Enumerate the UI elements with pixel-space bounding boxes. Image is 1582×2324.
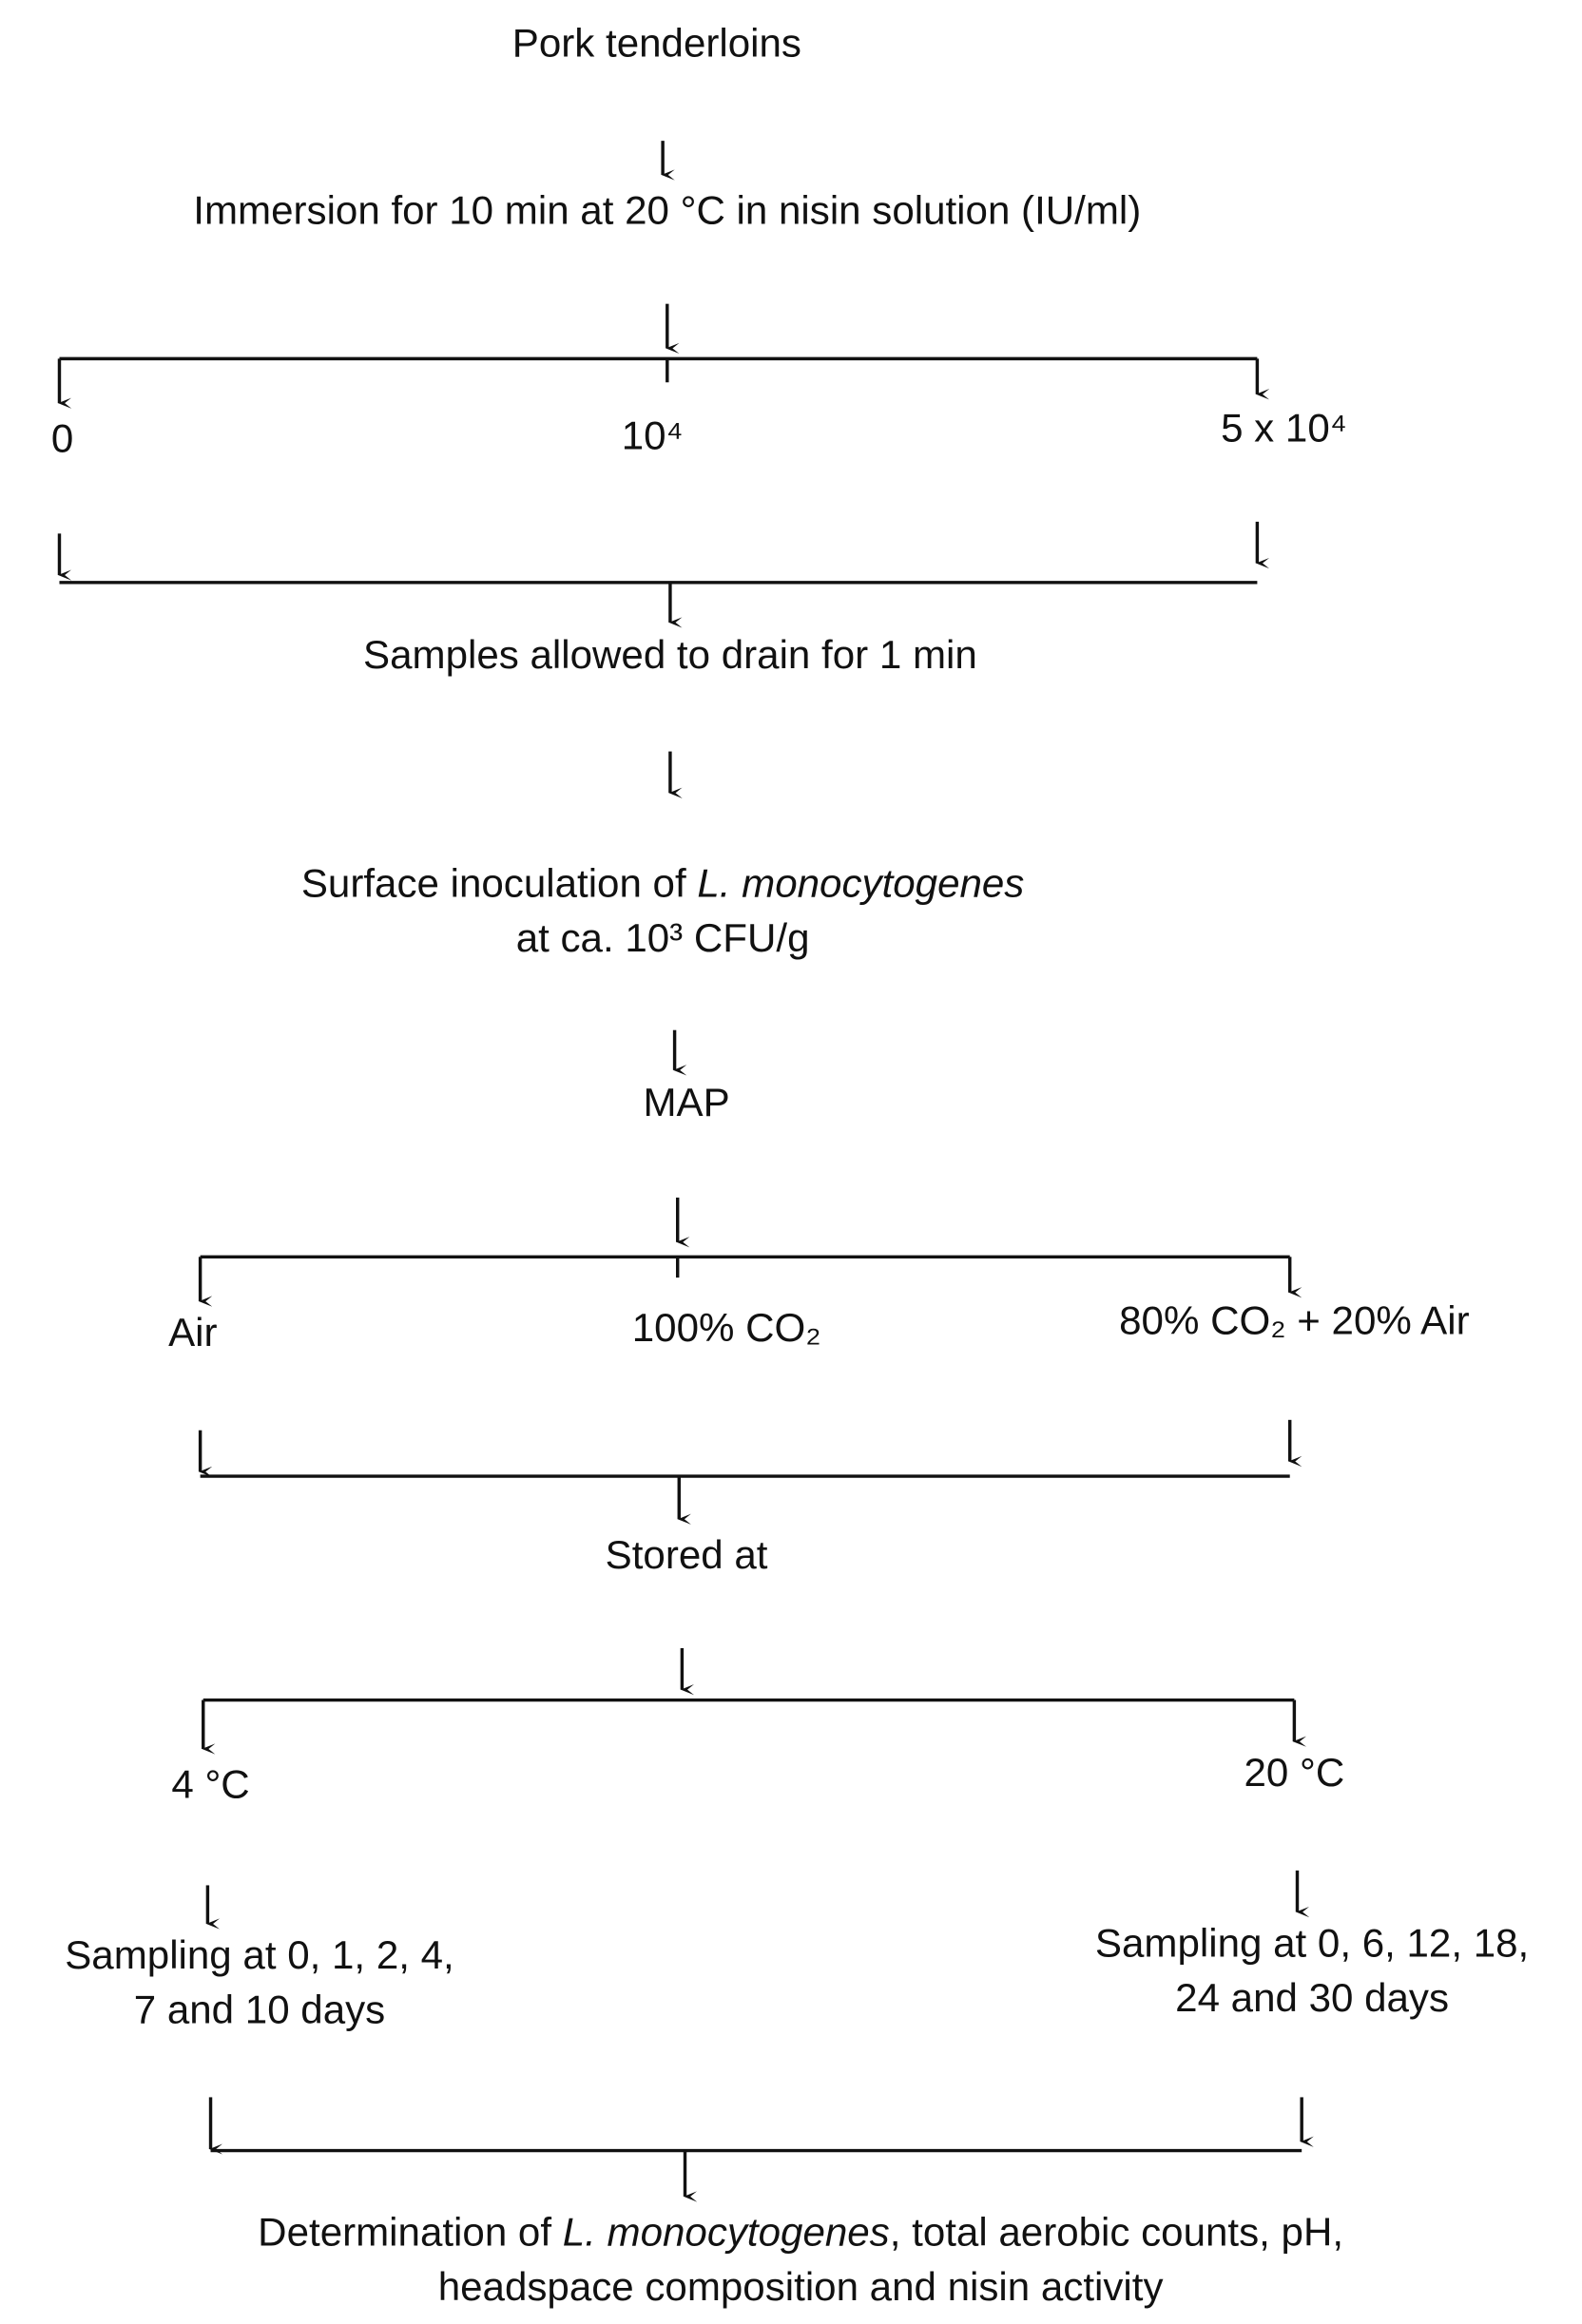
- label-part: Sampling at 0, 6, 12, 18,: [1095, 1920, 1529, 1965]
- node-label: Stored at: [606, 1532, 768, 1577]
- label-part: 24 and 30 days: [1175, 1975, 1449, 2020]
- label-part: 20 °C: [1244, 1750, 1345, 1795]
- label-part: Air: [168, 1310, 217, 1354]
- node-label: 0: [51, 416, 73, 461]
- node-label: 10⁴: [622, 413, 684, 457]
- bracket: [59, 356, 1258, 383]
- node-label: 5 x 10⁴: [1221, 406, 1347, 451]
- label-part: L. monocytogenes: [697, 860, 1024, 905]
- node-label: 20 °C: [1244, 1750, 1345, 1795]
- node-label: 80% CO₂ + 20% Air: [1119, 1297, 1469, 1342]
- label-part: L. monocytogenes: [563, 2209, 890, 2254]
- label-part: MAP: [643, 1080, 729, 1124]
- label-part: , total aerobic counts, pH,: [890, 2209, 1343, 2254]
- connectors: [57, 141, 1314, 2202]
- label-part: 10⁴: [622, 413, 684, 457]
- node-label: Immersion for 10 min at 20 °C in nisin s…: [193, 187, 1141, 232]
- label-part: Stored at: [606, 1532, 768, 1577]
- label-part: 80% CO₂ + 20% Air: [1119, 1297, 1469, 1342]
- node-label: Samples allowed to drain for 1 min: [363, 632, 977, 677]
- label-part: 0: [51, 416, 73, 461]
- node-label: 4 °C: [171, 1761, 249, 1806]
- label-part: Pork tenderloins: [512, 20, 801, 65]
- node-label: Sampling at 0, 1, 2, 4,: [65, 1932, 453, 1977]
- node-label: MAP: [643, 1080, 729, 1124]
- node-label: Sampling at 0, 6, 12, 18,: [1095, 1920, 1529, 1965]
- node-label: Pork tenderloins: [512, 20, 801, 65]
- label-part: at ca. 10³ CFU/g: [516, 915, 810, 960]
- label-part: 100% CO₂: [632, 1305, 821, 1350]
- node-label: Air: [168, 1310, 217, 1354]
- node-label: 24 and 30 days: [1175, 1975, 1449, 2020]
- label-part: Surface inoculation of: [301, 860, 698, 905]
- label-part: Immersion for 10 min at 20 °C in nisin s…: [193, 187, 1141, 232]
- node-label: 100% CO₂: [632, 1305, 821, 1350]
- label-part: 7 and 10 days: [134, 1987, 385, 2031]
- bracket: [200, 1255, 1290, 1278]
- label-part: Samples allowed to drain for 1 min: [363, 632, 977, 677]
- label-part: 4 °C: [171, 1761, 249, 1806]
- label-part: headspace composition and nisin activity: [438, 2264, 1164, 2309]
- node-label: Surface inoculation of L. monocytogenes: [301, 860, 1025, 905]
- label-part: Determination of: [258, 2209, 563, 2254]
- node-label: Determination of L. monocytogenes, total…: [258, 2209, 1343, 2254]
- label-part: 5 x 10⁴: [1221, 406, 1347, 451]
- node-label: headspace composition and nisin activity: [438, 2264, 1164, 2309]
- node-label: 7 and 10 days: [134, 1987, 385, 2031]
- label-part: Sampling at 0, 1, 2, 4,: [65, 1932, 453, 1977]
- node-label: at ca. 10³ CFU/g: [516, 915, 810, 960]
